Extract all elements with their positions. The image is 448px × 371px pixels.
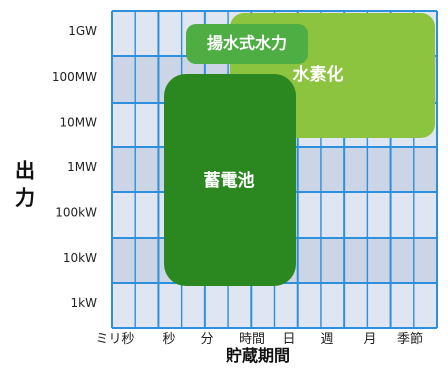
y-tick-label: 10MW xyxy=(60,116,98,130)
region-pumped-hydro xyxy=(186,24,308,64)
x-tick-label: 日 xyxy=(282,332,295,347)
y-tick-label: 1GW xyxy=(68,24,97,38)
x-tick-label: ミリ秒 xyxy=(95,332,134,347)
region-label: 水素化 xyxy=(293,64,344,85)
y-tick-labels: 1GW 100MW 10MW 1MW 100kW 10kW 1kW xyxy=(52,24,97,310)
x-tick-label: 月 xyxy=(363,332,376,347)
x-tick-label: 秒 xyxy=(162,332,175,347)
y-axis-label-char-2: 力 xyxy=(15,186,35,210)
y-tick-label: 1MW xyxy=(67,160,97,174)
x-tick-labels: ミリ秒 秒 分 時間 日 週 月 季節 xyxy=(95,332,423,347)
x-axis-label: 貯蔵期間 xyxy=(226,346,290,365)
y-tick-label: 100MW xyxy=(52,70,97,84)
x-tick-label: 週 xyxy=(320,332,333,347)
x-tick-label: 季節 xyxy=(397,332,423,347)
y-tick-label: 100kW xyxy=(55,206,97,220)
x-tick-label: 時間 xyxy=(239,332,265,347)
region-label: 蓄電池 xyxy=(204,170,255,191)
y-tick-label: 10kW xyxy=(63,251,97,265)
x-tick-label: 分 xyxy=(200,332,213,347)
region-battery xyxy=(164,74,296,286)
y-tick-label: 1kW xyxy=(71,296,98,310)
y-axis-label-char-1: 出 xyxy=(15,159,35,183)
region-label: 揚水式水力 xyxy=(207,34,287,53)
